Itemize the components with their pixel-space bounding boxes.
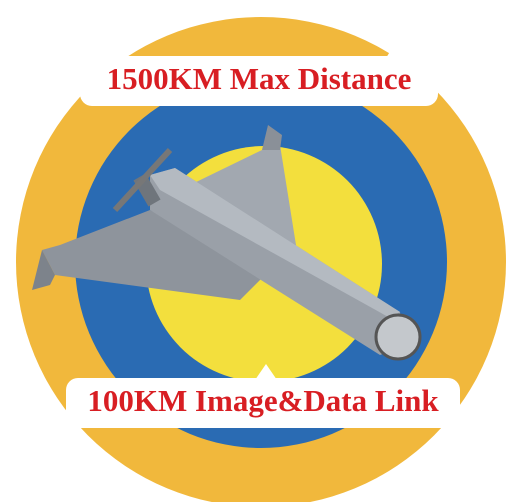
- callout-text: 100KM Image&Data Link: [87, 383, 439, 418]
- camera-dome: [376, 315, 420, 359]
- callout-pointer: [386, 42, 406, 58]
- callout-text: 1500KM Max Distance: [107, 61, 412, 96]
- product-graphic: 1500KM Max Distance 100KM Image&Data Lin…: [0, 0, 522, 502]
